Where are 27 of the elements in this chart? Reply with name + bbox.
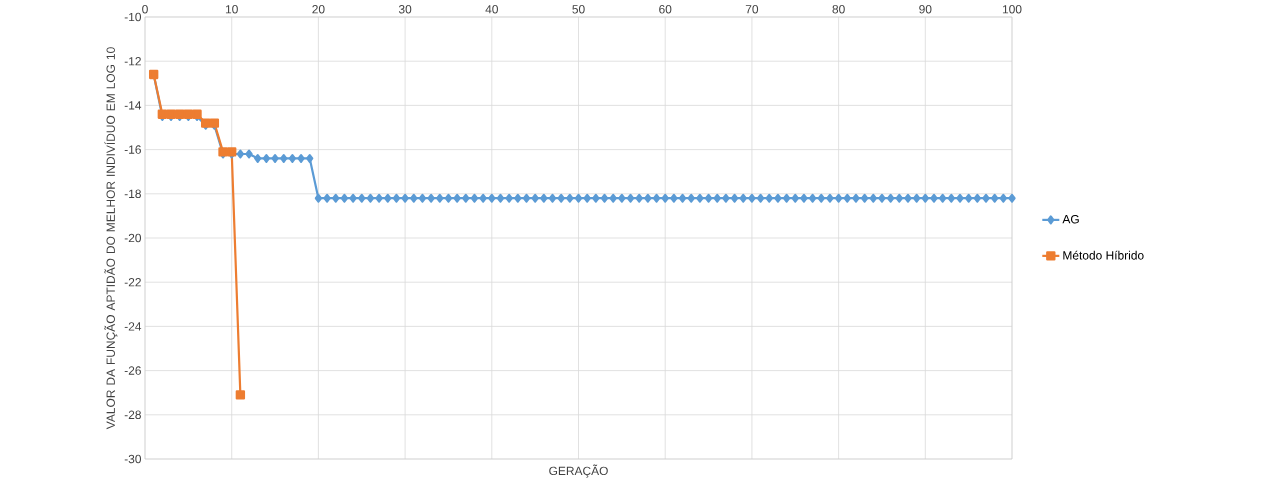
y-tick-label: -22	[124, 278, 141, 287]
x-tick-label: 100	[1002, 5, 1022, 14]
y-tick-label: -10	[124, 12, 142, 22]
y-tick-label: -16	[124, 145, 141, 154]
x-tick-label: 80	[832, 5, 845, 14]
point	[235, 390, 246, 400]
x-tick-label: 10	[225, 5, 238, 14]
legend-label: Método Híbrido	[1063, 250, 1144, 260]
legend-label: AG	[1062, 214, 1079, 224]
y-tick-label: -26	[124, 366, 141, 375]
x-tick-label: 50	[572, 5, 585, 14]
y-tick-label: -30	[124, 454, 142, 464]
x-tick-label: 20	[312, 5, 325, 14]
x-tick-label: 90	[919, 5, 932, 14]
x-tick-label: 30	[398, 5, 412, 14]
x-tick-label: 60	[659, 5, 672, 14]
x-tick-label: 70	[745, 5, 759, 14]
y-tick-label: -14	[124, 101, 142, 110]
y-tick-label: -12	[124, 57, 141, 66]
x-axis-title: GERAÇÃO	[549, 464, 608, 478]
x-tick-label: 40	[485, 5, 498, 14]
y-tick-label: -18	[124, 189, 141, 199]
y-tick-label: -20	[124, 233, 142, 243]
y-axis-title: VALOR DA FUNÇÃO APTIDÃO DO MELHOR INDIVÍDUO EM LOG 10	[104, 47, 118, 430]
x-tick-label: 0	[142, 5, 148, 14]
y-tick-label: -24	[124, 322, 142, 331]
y-tick-label: -28	[124, 410, 141, 420]
